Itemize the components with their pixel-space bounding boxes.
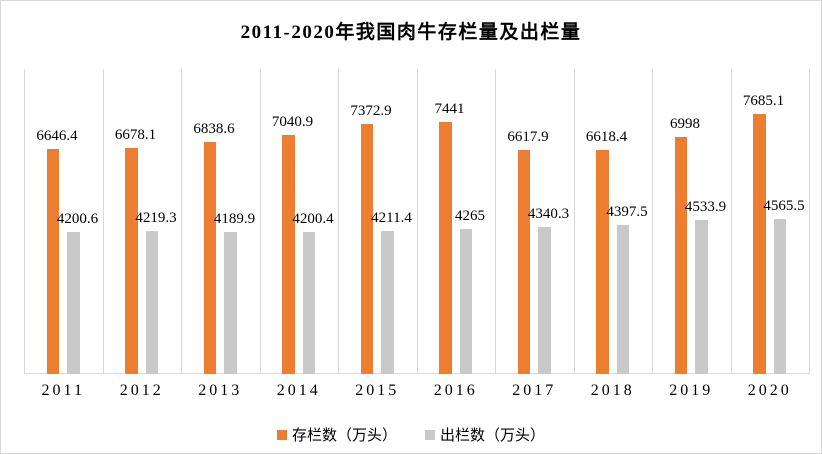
stock-value-label-2011: 6646.4 xyxy=(36,127,78,144)
gridline xyxy=(809,69,810,374)
slaughter-value-label-2011: 4200.6 xyxy=(56,210,99,227)
slaughter-bar-2019 xyxy=(695,220,708,374)
x-axis-label-2011: 2011 xyxy=(41,382,85,399)
stock-bar-2016 xyxy=(439,121,452,374)
slaughter-value-label-2017: 4340.3 xyxy=(527,205,570,222)
stock-bar-2012 xyxy=(125,147,138,374)
x-axis-label-2013: 2013 xyxy=(198,382,243,399)
legend: 存栏数（万头） 出栏数（万头） xyxy=(1,424,821,445)
gridline xyxy=(181,69,182,374)
gridline xyxy=(652,69,653,374)
stock-bar-2014 xyxy=(282,135,295,374)
legend-item-slaughter: 出栏数（万头） xyxy=(425,424,545,445)
x-axis-label-2012: 2012 xyxy=(119,382,164,399)
slaughter-bar-2014 xyxy=(302,231,316,374)
stock-value-label-2017: 6617.9 xyxy=(507,128,549,145)
slaughter-bar-2013 xyxy=(224,232,237,374)
x-axis-label-2014: 2014 xyxy=(276,382,321,399)
slaughter-bar-2011 xyxy=(67,231,80,374)
stock-bar-2017 xyxy=(517,149,531,374)
gridline xyxy=(259,69,261,374)
legend-item-stock: 存栏数（万头） xyxy=(276,424,397,445)
x-axis-label-2018: 2018 xyxy=(590,382,635,399)
stock-bar-2020 xyxy=(753,113,766,374)
legend-label-stock: 存栏数（万头） xyxy=(291,428,397,444)
gridline xyxy=(573,69,575,374)
gridline xyxy=(416,69,418,374)
gridline xyxy=(495,69,496,374)
slaughter-value-label-2016: 4265 xyxy=(455,208,485,225)
x-axis-label-2015: 2015 xyxy=(355,382,400,399)
stock-value-label-2014: 7040.9 xyxy=(271,114,314,131)
x-axis-label-2017: 2017 xyxy=(512,382,557,399)
slaughter-bar-2012 xyxy=(145,231,159,374)
legend-label-slaughter: 出栏数（万头） xyxy=(440,428,546,444)
x-axis-label-2020: 2020 xyxy=(747,382,792,399)
gridline xyxy=(338,69,339,374)
stock-value-label-2015: 7372.9 xyxy=(350,103,392,120)
stock-value-label-2019: 6998 xyxy=(670,115,700,132)
chart-title: 2011-2020年我国肉牛存栏量及出栏量 xyxy=(240,22,582,43)
slaughter-bar-2017 xyxy=(538,226,551,374)
stock-bar-2013 xyxy=(203,142,217,374)
slaughter-value-label-2015: 4211.4 xyxy=(371,210,412,227)
stock-bar-2015 xyxy=(360,124,374,374)
stock-value-label-2016: 7441 xyxy=(434,100,465,117)
stock-series-swatch-icon xyxy=(276,429,287,440)
gridline xyxy=(102,69,104,374)
slaughter-bar-2016 xyxy=(459,229,473,374)
stock-value-label-2013: 6838.6 xyxy=(193,121,235,138)
slaughter-value-label-2013: 4189.9 xyxy=(213,211,256,228)
slaughter-series-swatch-icon xyxy=(425,429,435,440)
slaughter-bar-2015 xyxy=(381,231,394,374)
gridline xyxy=(24,69,25,374)
slaughter-value-label-2019: 4533.9 xyxy=(684,199,727,216)
stock-bar-2019 xyxy=(674,136,688,374)
slaughter-value-label-2014: 4200.4 xyxy=(292,210,334,227)
slaughter-value-label-2020: 4565.5 xyxy=(763,198,805,215)
x-axis-label-2019: 2019 xyxy=(669,382,714,399)
gridline xyxy=(730,69,732,374)
stock-value-label-2018: 6618.4 xyxy=(585,128,628,145)
slaughter-bar-2020 xyxy=(773,219,787,374)
x-axis-label-2016: 2016 xyxy=(433,382,478,399)
stock-bar-2018 xyxy=(596,149,609,374)
slaughter-value-label-2018: 4397.5 xyxy=(606,203,648,220)
plot-area: 6646.4 4200.6 6678.1 4219.3 6838.6 4189.9 7040… xyxy=(24,69,810,374)
slaughter-bar-2018 xyxy=(616,224,630,374)
stock-bar-2011 xyxy=(46,148,60,374)
stock-value-label-2012: 6678.1 xyxy=(114,126,157,143)
x-axis-line xyxy=(24,373,809,374)
stock-value-label-2020: 7685.1 xyxy=(742,92,785,109)
slaughter-value-label-2012: 4219.3 xyxy=(135,210,177,227)
